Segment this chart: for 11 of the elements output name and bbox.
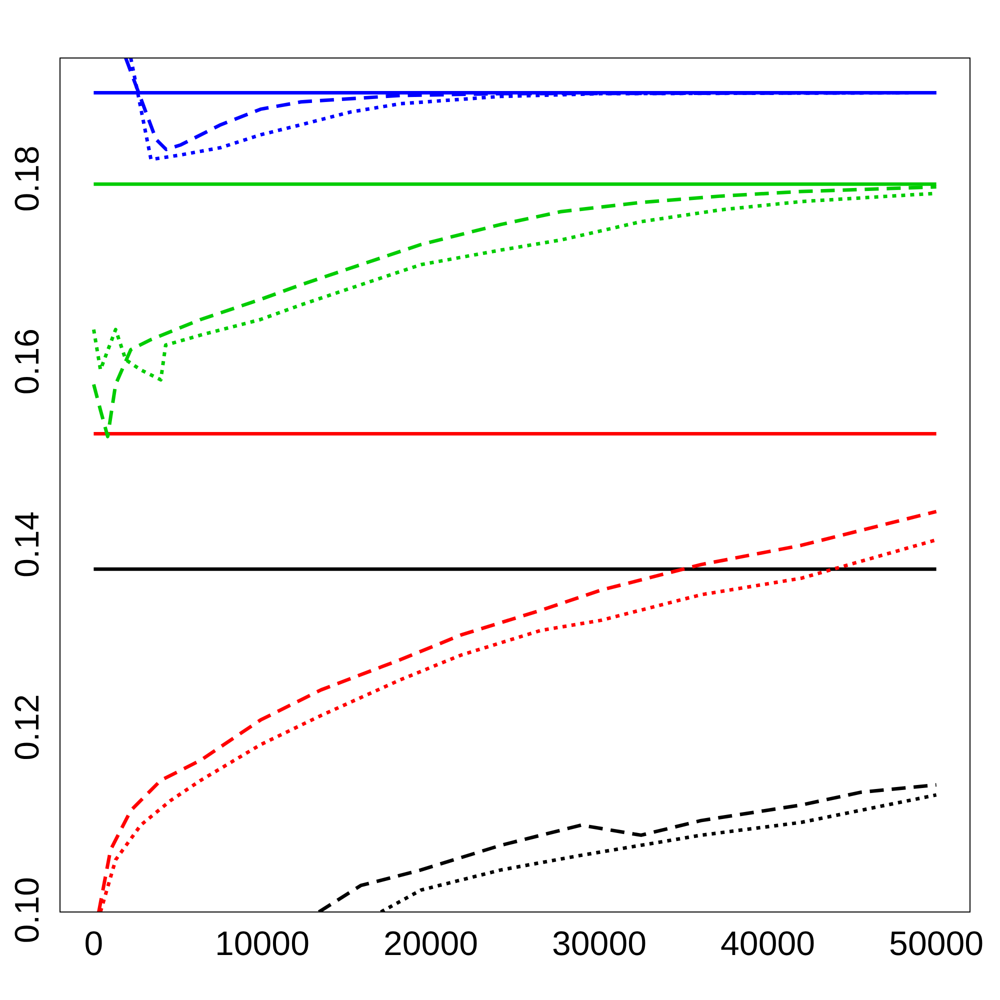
x-tick-label: 20000 [383, 924, 478, 963]
x-tick-label: 30000 [552, 924, 647, 963]
y-tick-label: 0.16 [8, 328, 46, 395]
y-tick-label: 0.14 [8, 511, 46, 578]
x-tick-label: 40000 [720, 924, 816, 963]
x-tick-label: 0 [84, 924, 104, 963]
x-tick-label: 50000 [889, 924, 984, 963]
x-tick-label: 10000 [214, 924, 310, 963]
y-tick-label: 0.10 [8, 877, 46, 944]
y-tick-label: 0.18 [8, 146, 46, 212]
y-tick-label: 0.12 [8, 694, 46, 760]
